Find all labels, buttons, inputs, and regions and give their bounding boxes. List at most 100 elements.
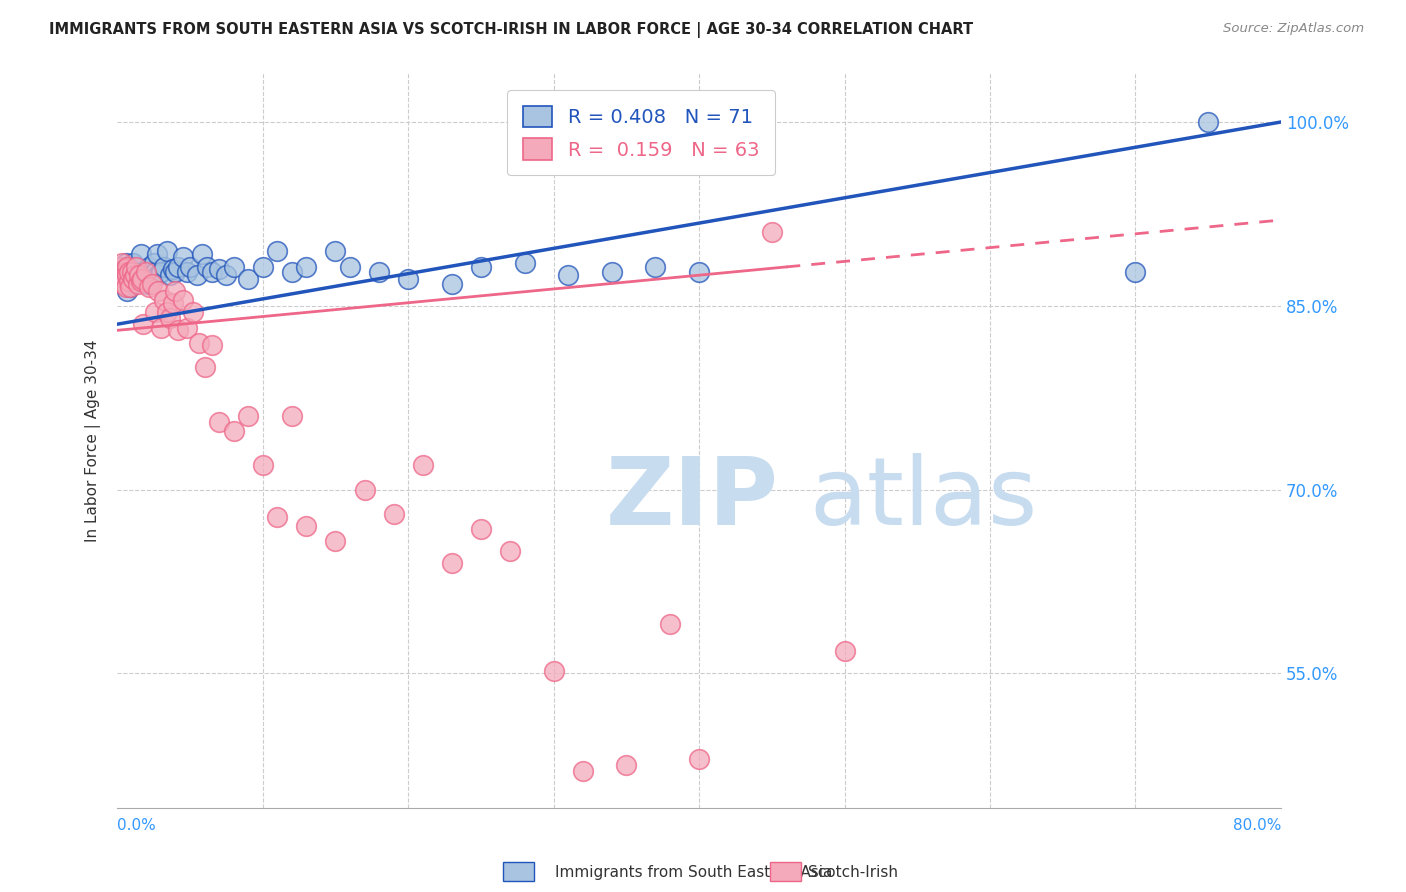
Point xyxy=(616,758,638,772)
Point xyxy=(295,519,318,533)
Point xyxy=(108,262,131,277)
Point xyxy=(141,277,163,291)
Point xyxy=(396,272,419,286)
Point xyxy=(176,321,198,335)
Point xyxy=(159,311,181,326)
Point xyxy=(412,458,434,472)
Point xyxy=(108,268,131,282)
Point xyxy=(156,305,179,319)
Point xyxy=(124,262,146,277)
Point xyxy=(118,274,141,288)
Point xyxy=(187,335,209,350)
Point xyxy=(325,244,347,258)
Point xyxy=(162,296,184,310)
Point xyxy=(179,260,201,274)
Point xyxy=(128,268,150,282)
Point xyxy=(122,256,145,270)
Point xyxy=(353,483,375,497)
Point xyxy=(440,277,463,291)
Point xyxy=(118,264,141,278)
Point xyxy=(688,752,710,766)
Point xyxy=(111,256,134,270)
Point xyxy=(190,247,212,261)
Point xyxy=(201,338,224,352)
Point xyxy=(136,277,159,291)
Point xyxy=(125,272,148,286)
Point xyxy=(122,268,145,282)
Text: 80.0%: 80.0% xyxy=(1233,818,1281,833)
Point xyxy=(125,260,148,274)
Point xyxy=(124,268,146,282)
Point xyxy=(107,260,129,274)
Point xyxy=(143,305,166,319)
Point xyxy=(382,507,405,521)
Text: Source: ZipAtlas.com: Source: ZipAtlas.com xyxy=(1223,22,1364,36)
Point xyxy=(129,247,152,261)
Text: ZIP: ZIP xyxy=(606,453,779,545)
Point xyxy=(1125,264,1147,278)
Point xyxy=(149,264,172,278)
Point xyxy=(153,260,176,274)
Point xyxy=(165,264,187,278)
Point xyxy=(118,274,141,288)
Point xyxy=(117,267,139,281)
Point xyxy=(688,264,710,278)
Point xyxy=(215,268,238,282)
Point xyxy=(368,264,391,278)
Point xyxy=(181,305,204,319)
Point xyxy=(115,256,138,270)
Point xyxy=(834,644,856,658)
Text: Scotch-Irish: Scotch-Irish xyxy=(808,865,898,880)
Point xyxy=(114,277,136,291)
Point xyxy=(132,264,155,278)
Point xyxy=(146,284,169,298)
Point xyxy=(172,250,194,264)
Text: IMMIGRANTS FROM SOUTH EASTERN ASIA VS SCOTCH-IRISH IN LABOR FORCE | AGE 30-34 CO: IMMIGRANTS FROM SOUTH EASTERN ASIA VS SC… xyxy=(49,22,973,38)
Point xyxy=(176,264,198,278)
Point xyxy=(111,268,134,282)
Point xyxy=(153,293,176,307)
Text: Immigrants from South Eastern Asia: Immigrants from South Eastern Asia xyxy=(555,865,832,880)
Point xyxy=(112,277,135,291)
Point xyxy=(197,260,219,274)
Point xyxy=(121,264,143,278)
Point xyxy=(112,260,135,274)
Point xyxy=(117,268,139,282)
Point xyxy=(761,225,783,239)
Point xyxy=(128,264,150,278)
Point xyxy=(129,274,152,288)
Point xyxy=(167,260,190,274)
Point xyxy=(571,764,593,779)
Point xyxy=(120,280,142,294)
Point xyxy=(470,522,492,536)
Point xyxy=(142,256,165,270)
Point xyxy=(117,284,139,298)
Point xyxy=(600,264,623,278)
Point xyxy=(120,280,142,294)
Legend: R = 0.408   N = 71, R =  0.159   N = 63: R = 0.408 N = 71, R = 0.159 N = 63 xyxy=(508,90,775,175)
Point xyxy=(112,274,135,288)
Point xyxy=(172,293,194,307)
Point xyxy=(135,264,157,278)
Point xyxy=(222,260,245,274)
Point xyxy=(659,617,682,632)
Point xyxy=(281,264,304,278)
Point xyxy=(112,268,135,282)
Point xyxy=(186,268,208,282)
Point xyxy=(266,509,288,524)
Point xyxy=(222,424,245,438)
Point xyxy=(115,264,138,278)
Point xyxy=(118,262,141,277)
Point xyxy=(115,272,138,286)
Point xyxy=(543,664,565,678)
Point xyxy=(1197,115,1219,129)
Point xyxy=(124,274,146,288)
Point xyxy=(127,277,149,291)
Point xyxy=(252,260,274,274)
Point xyxy=(162,262,184,277)
Point xyxy=(114,272,136,286)
Point xyxy=(111,274,134,288)
Point xyxy=(208,415,231,429)
Point xyxy=(156,244,179,258)
Point xyxy=(325,534,347,549)
